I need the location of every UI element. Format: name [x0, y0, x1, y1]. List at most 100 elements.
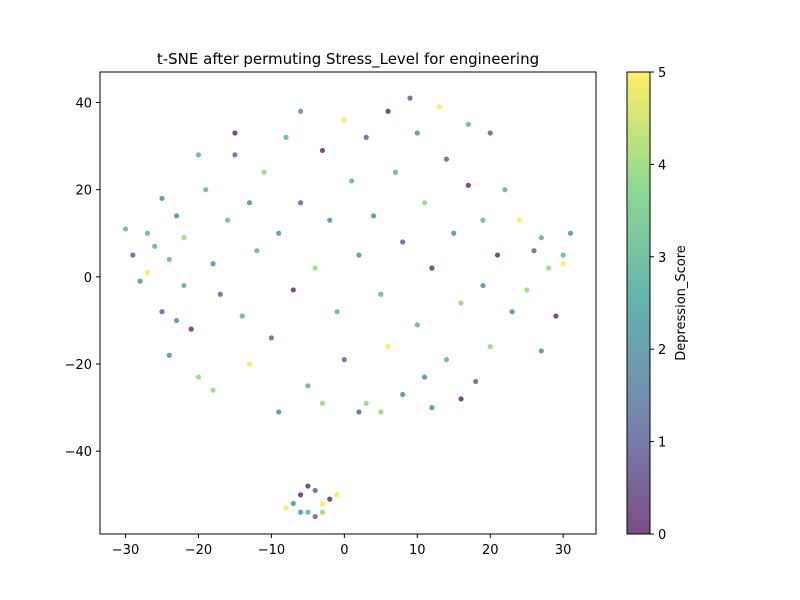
scatter-point — [166, 256, 172, 263]
scatter-point — [268, 335, 275, 341]
scatter-point — [130, 252, 136, 258]
x-tick-label: −30 — [112, 543, 139, 558]
scatter-point — [210, 387, 216, 393]
scatter-point — [407, 95, 413, 101]
scatter-point — [385, 343, 391, 350]
colorbar-tick-label: 0 — [658, 528, 666, 543]
scatter-point — [290, 500, 296, 507]
x-tick-label: 30 — [555, 543, 572, 558]
scatter-point — [429, 265, 435, 271]
y-tick-label: 0 — [84, 271, 92, 286]
scatter-point — [327, 496, 333, 502]
scatter-point — [524, 287, 530, 293]
scatter-point — [276, 409, 282, 415]
scatter-point — [356, 252, 362, 258]
scatter-point — [363, 134, 369, 140]
scatter-point — [356, 409, 362, 415]
scatter-point — [531, 248, 537, 254]
scatter-point — [560, 261, 566, 267]
scatter-point — [567, 230, 574, 236]
scatter-point — [363, 400, 369, 406]
scatter-point — [122, 226, 129, 232]
x-tick-label: 20 — [482, 543, 499, 558]
scatter-point — [283, 134, 289, 140]
colorbar-tick-label: 4 — [658, 158, 666, 173]
x-tick-label: 10 — [409, 543, 426, 558]
x-tick-label: 0 — [340, 543, 348, 558]
scatter-point — [210, 261, 216, 267]
scatter-point — [173, 317, 180, 324]
scatter-point — [349, 178, 355, 184]
colorbar-label: Depression_Score — [674, 245, 689, 361]
scatter-point — [334, 492, 340, 498]
scatter-point — [297, 200, 304, 206]
scatter-point — [436, 104, 442, 110]
scatter-point — [137, 278, 143, 284]
colorbar-tick-label: 2 — [658, 343, 666, 358]
scatter-point — [378, 409, 384, 415]
scatter-point — [305, 509, 311, 515]
scatter-point — [400, 239, 406, 245]
scatter-point — [195, 152, 202, 158]
scatter-point — [385, 108, 391, 114]
scatter-point — [465, 121, 471, 127]
scatter-point — [173, 213, 180, 219]
scatter-point — [159, 195, 165, 201]
scatter-point — [494, 252, 501, 258]
scatter-point — [509, 309, 515, 315]
scatter-point — [421, 374, 428, 380]
scatter-point — [319, 147, 326, 154]
scatter-point — [319, 509, 326, 515]
scatter-point — [312, 265, 318, 271]
chart-title: t-SNE after permuting Stress_Level for e… — [157, 50, 539, 69]
scatter-point — [152, 243, 158, 249]
scatter-point — [203, 187, 209, 193]
scatter-point — [319, 400, 326, 406]
y-tick-label: 20 — [75, 184, 92, 199]
scatter-point — [319, 500, 326, 507]
scatter-point — [392, 169, 399, 175]
scatter-point — [166, 352, 172, 358]
scatter-point — [290, 287, 296, 293]
scatter-point — [283, 505, 289, 511]
scatter-points — [122, 95, 574, 520]
colorbar-tick-label: 5 — [658, 66, 666, 81]
scatter-point — [443, 357, 450, 363]
scatter-point — [421, 200, 428, 206]
scatter-point — [144, 230, 151, 236]
scatter-point — [378, 291, 384, 297]
scatter-point — [480, 282, 486, 289]
scatter-point — [341, 117, 347, 123]
scatter-point — [516, 217, 523, 223]
scatter-point — [487, 130, 493, 136]
scatter-point — [254, 248, 260, 254]
scatter-point — [297, 108, 304, 114]
scatter-point — [487, 343, 493, 350]
colorbar-gradient — [626, 71, 651, 535]
x-axis-ticks: −30 −20 −10 0 10 20 30 — [112, 534, 572, 558]
x-tick-label: −10 — [258, 543, 285, 558]
colorbar-ticks: 0 1 2 3 4 5 — [650, 66, 666, 543]
scatter-point — [400, 391, 406, 398]
scatter-point — [159, 309, 165, 315]
scatter-point — [458, 396, 464, 402]
scatter-point — [443, 156, 450, 162]
scatter-point — [334, 309, 340, 315]
scatter-point — [246, 200, 253, 206]
y-axis-ticks: −40 −20 0 20 40 — [65, 97, 100, 460]
scatter-point — [473, 378, 479, 385]
y-tick-label: −40 — [65, 445, 92, 460]
scatter-point — [312, 513, 318, 520]
scatter-point — [312, 487, 318, 494]
scatter-point — [370, 213, 377, 219]
colorbar: 0 1 2 3 4 5 Depression_Score — [626, 66, 689, 543]
scatter-point — [465, 182, 471, 188]
scatter-point — [414, 130, 420, 136]
scatter-point — [480, 217, 486, 223]
y-tick-label: −20 — [65, 358, 92, 373]
x-tick-label: −20 — [185, 543, 212, 558]
scatter-point — [327, 217, 333, 223]
scatter-point — [195, 374, 202, 380]
scatter-point — [538, 348, 544, 354]
